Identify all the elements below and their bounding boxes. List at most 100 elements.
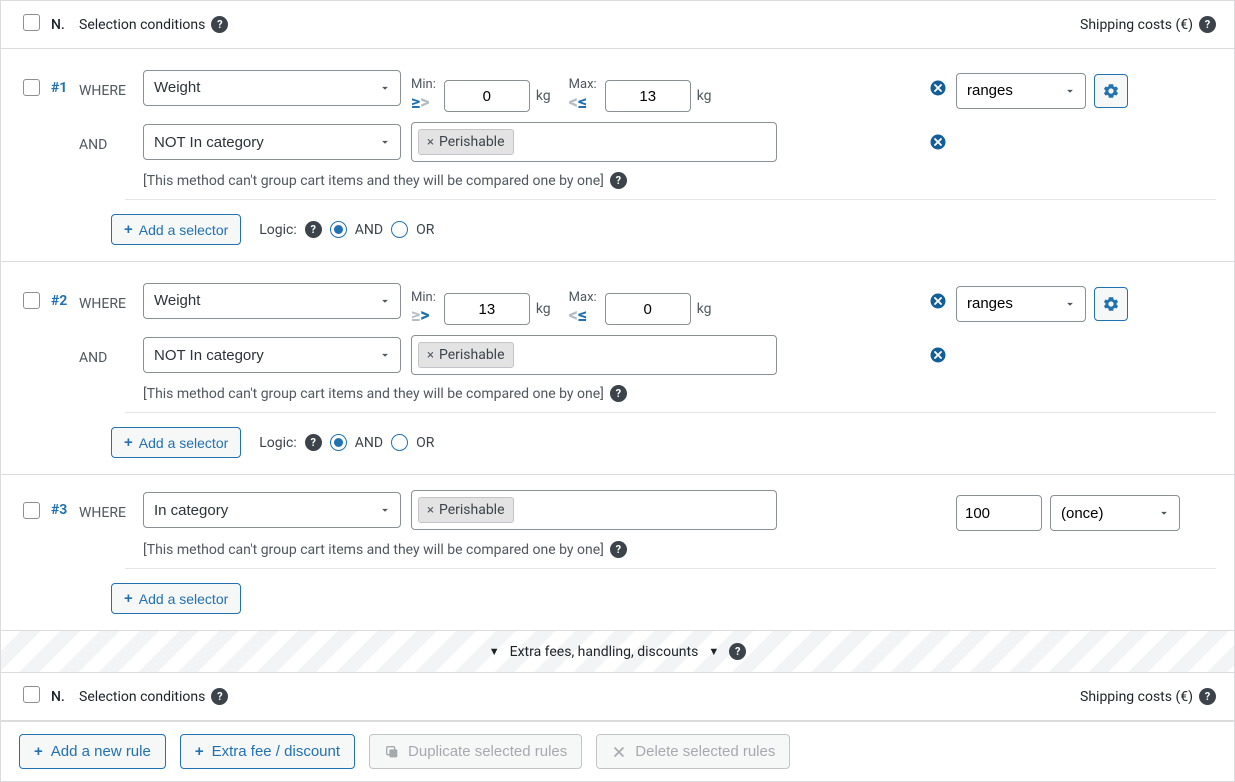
select-all-checkbox[interactable] [23,14,40,31]
add-rule-button[interactable]: + Add a new rule [19,734,166,769]
rule-block: #2 WHERE Weight Min: ≥> kg [1,262,1234,475]
extras-bar[interactable]: ▼ Extra fees, handling, discounts ▼ ? [1,631,1234,673]
max-input[interactable] [605,293,691,325]
tag-label: Perishable [439,134,505,150]
tag-remove-icon[interactable]: × [427,135,434,150]
logic-and-radio[interactable] [330,221,347,238]
note-line: [This method can't group cart items and … [1,162,1234,189]
tags-input[interactable]: × Perishable [411,335,777,375]
and-label: AND [355,435,383,451]
help-icon[interactable]: ? [305,221,322,238]
plus-icon: + [124,590,133,607]
rule-line: #3 WHERE In category × Perishable (once) [1,475,1234,531]
min-input[interactable] [444,80,530,112]
duplicate-label: Duplicate selected rules [408,743,567,760]
tags-input[interactable]: × Perishable [411,490,777,530]
lte-icon[interactable]: <≤ [569,307,586,325]
field-select[interactable]: In category [143,492,401,528]
add-selector-button[interactable]: + Add a selector [111,583,241,614]
delete-icon[interactable] [928,132,948,152]
add-selector-button[interactable]: + Add a selector [111,214,241,245]
logic-group: Logic: ? AND OR [259,221,434,238]
sub-actions: + Add a selector Logic: ? AND OR [1,200,1234,261]
select-all-checkbox[interactable] [23,686,40,703]
field-select[interactable]: NOT In category [143,337,401,373]
field-select[interactable]: Weight [143,70,401,106]
logic-or-radio[interactable] [391,221,408,238]
help-icon[interactable]: ? [729,643,746,660]
help-icon[interactable]: ? [610,385,627,402]
min-label: Min: [411,290,436,305]
plus-icon: + [124,434,133,451]
tag-remove-icon[interactable]: × [427,348,434,363]
where-label: WHERE [79,296,126,312]
col-conditions-label: Selection conditions [79,17,205,33]
delete-icon[interactable] [928,78,948,98]
and-label: AND [79,350,107,366]
max-label: Max: [569,77,597,92]
gte-icon[interactable]: ≥> [411,307,429,325]
cost-mode-select[interactable]: ranges [956,286,1086,322]
col-shipping-label: Shipping costs (€) [1080,689,1193,705]
rule-checkbox[interactable] [23,292,40,309]
help-icon[interactable]: ? [211,16,228,33]
header-row: N. Selection conditions ? Shipping costs… [1,1,1234,49]
rule-checkbox[interactable] [23,79,40,96]
logic-and-radio[interactable] [330,434,347,451]
rule-block: #3 WHERE In category × Perishable (once) [1,475,1234,631]
help-icon[interactable]: ? [211,688,228,705]
add-selector-button[interactable]: + Add a selector [111,427,241,458]
help-icon[interactable]: ? [610,541,627,558]
help-icon[interactable]: ? [305,434,322,451]
field-select[interactable]: Weight [143,283,401,319]
extras-label: Extra fees, handling, discounts [510,644,699,660]
max-input[interactable] [605,80,691,112]
close-icon [611,744,627,760]
sub-actions: + Add a selector [1,569,1234,630]
rule-line: #2 WHERE Weight Min: ≥> kg [1,262,1234,325]
help-icon[interactable]: ? [1199,16,1216,33]
rule-number: #2 [51,293,79,309]
tag-remove-icon[interactable]: × [427,503,434,518]
col-n-label: N. [51,689,79,705]
tag-chip: × Perishable [418,497,514,523]
min-max-group: Min: ≥> kg Max: <≤ [411,63,712,112]
delete-button: Delete selected rules [596,734,790,769]
field-select[interactable]: NOT In category [143,124,401,160]
plus-icon: + [34,743,43,760]
rule-number: #1 [51,80,79,96]
delete-icon[interactable] [928,291,948,311]
logic-label: Logic: [259,222,297,238]
help-icon[interactable]: ? [1199,688,1216,705]
logic-or-radio[interactable] [391,434,408,451]
gear-icon[interactable] [1094,287,1128,321]
footer-header-row: N. Selection conditions ? Shipping costs… [1,673,1234,721]
cost-mode-select[interactable]: (once) [1050,495,1180,531]
min-input[interactable] [444,293,530,325]
cost-mode-select[interactable]: ranges [956,73,1086,109]
rule-checkbox[interactable] [23,502,40,519]
footer-actions: + Add a new rule + Extra fee / discount … [1,721,1234,781]
col-shipping-label: Shipping costs (€) [1080,17,1193,33]
add-selector-label: Add a selector [139,591,229,607]
extra-fee-button[interactable]: + Extra fee / discount [180,734,355,769]
tags-input[interactable]: × Perishable [411,122,777,162]
rules-container: N. Selection conditions ? Shipping costs… [0,0,1235,782]
extra-fee-label: Extra fee / discount [212,743,340,760]
or-label: OR [416,222,434,238]
gte-icon[interactable]: ≥> [411,94,429,112]
lte-icon[interactable]: <≤ [569,94,586,112]
duplicate-icon [384,744,400,760]
min-label: Min: [411,77,436,92]
help-icon[interactable]: ? [610,172,627,189]
note-line: [This method can't group cart items and … [1,531,1234,558]
tag-label: Perishable [439,347,505,363]
cost-value-input[interactable] [956,495,1042,531]
delete-icon[interactable] [928,345,948,365]
col-conditions-label: Selection conditions [79,689,205,705]
tag-chip: × Perishable [418,129,514,155]
and-label: AND [79,137,107,153]
tag-label: Perishable [439,502,505,518]
gear-icon[interactable] [1094,74,1128,108]
rule-line: #1 WHERE Weight Min: ≥> kg [1,49,1234,112]
